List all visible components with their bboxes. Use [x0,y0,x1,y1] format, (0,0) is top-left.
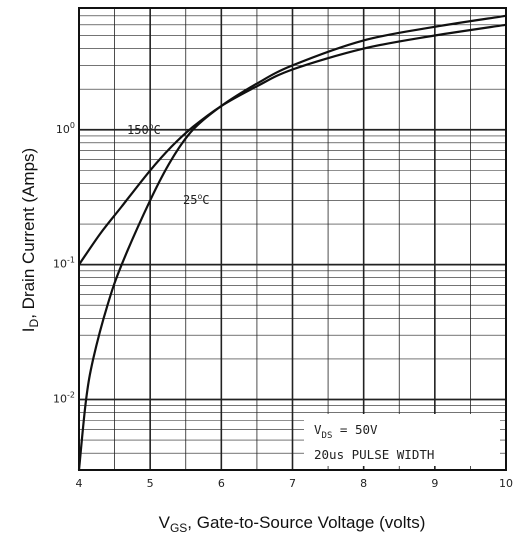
plot-frame [78,7,507,471]
x-axis-label: VGS, Gate-to-Source Voltage (volts) [159,513,426,535]
x-tick-label: 5 [147,477,154,490]
note-vds: VDS = 50V [314,422,378,441]
x-tick-label: 7 [289,477,296,490]
y-tick-label: 10-1 [53,256,75,271]
x-tick-label: 10 [499,477,513,490]
y-tick-label: 10-2 [53,390,75,405]
note-pulse-width: 20us PULSE WIDTH [314,447,434,462]
x-tick-label: 4 [76,477,83,490]
y-tick-labels: 100 10-1 10-2 [53,121,75,406]
x-tick-label: 9 [431,477,438,490]
curve-25c [77,14,507,471]
x-tick-labels: 4 5 6 7 8 9 10 [76,477,513,490]
grid [78,7,507,471]
curve-label-150c: 150oC [127,122,161,137]
x-tick-label: 6 [218,477,225,490]
x-tick-label: 8 [360,477,367,490]
y-tick-label: 100 [56,121,75,136]
curve-label-25c: 25oC [183,192,210,207]
y-axis-label: ID, Drain Current (Amps) [19,148,41,332]
curves [77,14,507,471]
notes-background [304,414,500,466]
